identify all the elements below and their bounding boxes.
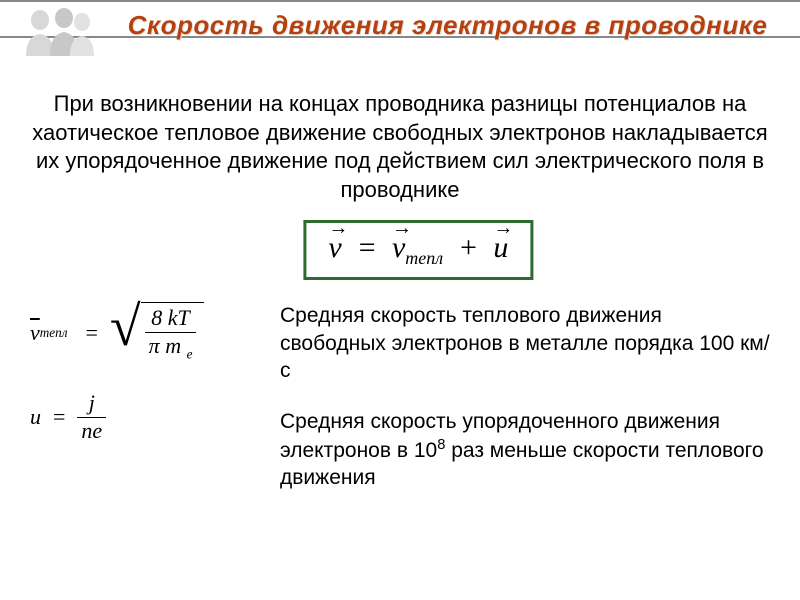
explanations-column: Средняя скорость теплового движения своб… xyxy=(280,302,772,491)
people-silhouette-icon xyxy=(18,6,98,60)
main-formula-box: →v = →vтепл + →u xyxy=(303,220,533,280)
eq1-num-l: 8 xyxy=(151,305,162,330)
eq2-num: j xyxy=(85,390,99,416)
equations-column: vтепл = √ 8 kT π m e u = xyxy=(28,302,258,491)
header: Скорость движения электронов в проводник… xyxy=(0,0,800,72)
title-container: Скорость движения электронов в проводник… xyxy=(115,10,780,41)
drift-velocity-equation: u = j ne xyxy=(30,390,258,444)
eq1-lhs: v xyxy=(30,320,40,345)
sqrt-icon: √ xyxy=(110,302,141,364)
formula-rhs1-sub: тепл xyxy=(405,248,443,268)
thermal-velocity-equation: vтепл = √ 8 kT π m e xyxy=(30,302,258,364)
drift-velocity-text: Средняя скорость упорядоченного движения… xyxy=(280,408,772,491)
lower-columns: vтепл = √ 8 kT π m e u = xyxy=(28,302,772,491)
main-formula: →v = →vтепл + →u xyxy=(328,231,508,264)
content-area: При возникновении на концах проводника р… xyxy=(0,72,800,491)
eq2-den: ne xyxy=(77,418,106,444)
thermal-velocity-text: Средняя скорость теплового движения своб… xyxy=(280,302,772,384)
eq1-den-r: m xyxy=(165,333,181,358)
intro-paragraph: При возникновении на концах проводника р… xyxy=(28,90,772,204)
eq1-lhs-sub: тепл xyxy=(40,325,68,341)
eq1-num-r: kT xyxy=(168,305,190,330)
eq2-lhs: u xyxy=(30,404,41,430)
page-title: Скорость движения электронов в проводник… xyxy=(128,10,768,40)
eq1-den-l: π xyxy=(149,333,160,358)
eq1-den-sub: e xyxy=(187,346,193,361)
